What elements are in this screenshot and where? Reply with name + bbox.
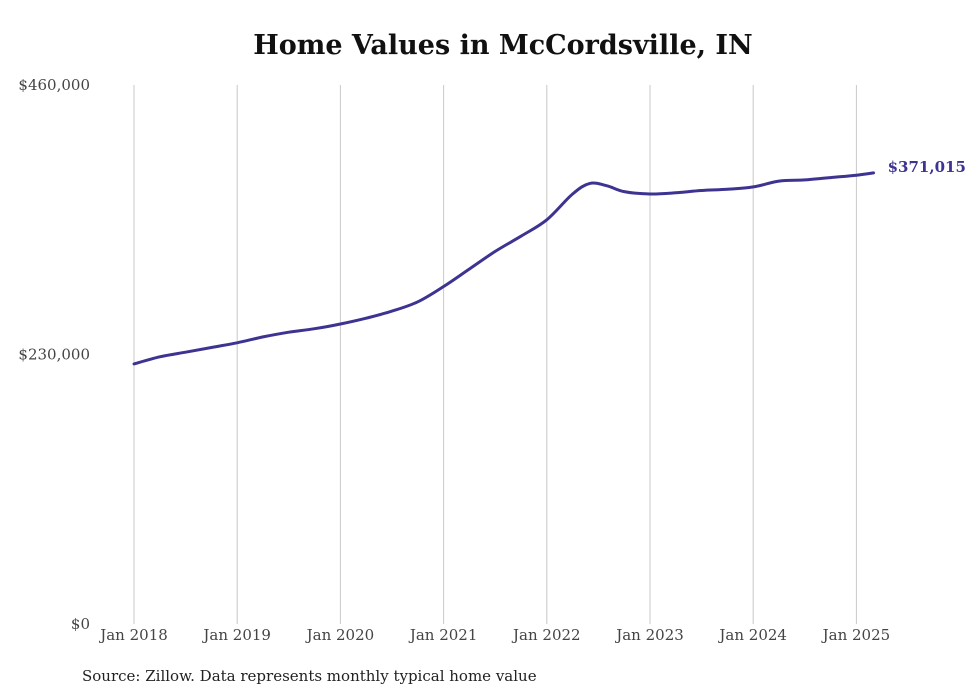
x-tick-label: Jan 2021 — [408, 626, 478, 644]
y-tick-label: $0 — [71, 615, 90, 633]
gridlines — [133, 85, 857, 624]
x-tick-label: Jan 2022 — [511, 626, 581, 644]
x-tick-label: Jan 2025 — [821, 626, 891, 644]
y-tick-label: $460,000 — [18, 76, 90, 94]
series-group — [132, 171, 876, 366]
x-tick-label: Jan 2018 — [98, 626, 168, 644]
x-tick-label: Jan 2020 — [305, 626, 375, 644]
y-axis-ticks: $460,000 $230,000 $0 — [18, 76, 90, 633]
x-tick-label: Jan 2019 — [201, 626, 271, 644]
series-line — [132, 171, 876, 366]
x-tick-label: Jan 2024 — [717, 626, 787, 644]
x-tick-label: Jan 2023 — [614, 626, 684, 644]
source-note: Source: Zillow. Data represents monthly … — [82, 667, 537, 685]
chart-title: Home Values in McCordsville, IN — [253, 30, 753, 61]
x-axis-ticks: Jan 2018 Jan 2019 Jan 2020 Jan 2021 Jan 2022… — [98, 626, 890, 644]
end-value-label: $371,015 — [888, 158, 966, 176]
y-tick-label: $230,000 — [18, 346, 90, 364]
